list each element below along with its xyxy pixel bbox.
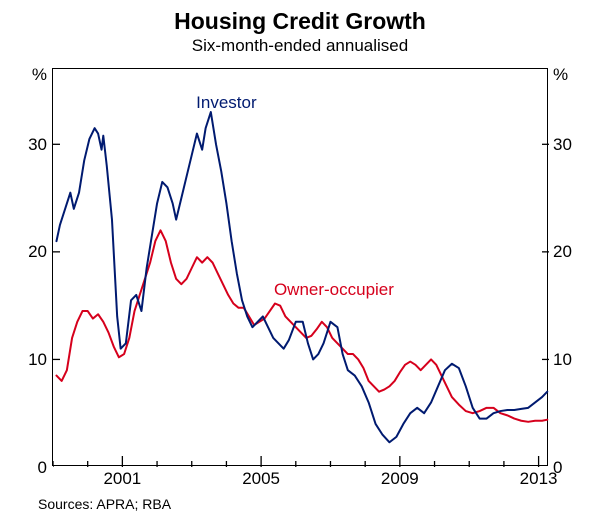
series-owner-occupier (56, 230, 547, 421)
y-tick-label: 0 (38, 458, 53, 478)
chart-title: Housing Credit Growth (0, 8, 600, 35)
chart-subtitle: Six-month-ended annualised (0, 36, 600, 56)
series-label-investor: Investor (196, 93, 256, 113)
chart-container: Housing Credit Growth Six-month-ended an… (0, 0, 600, 517)
sources-text: Sources: APRA; RBA (38, 496, 171, 512)
x-tick-label: 2009 (381, 465, 419, 489)
plot-area: % % 001010202030302001200520092013Invest… (52, 68, 548, 466)
series-label-owner-occupier: Owner-occupier (274, 280, 394, 300)
y-tick-label: 20 (547, 242, 572, 262)
y-tick-label: 10 (28, 350, 53, 370)
y-tick-label: 30 (28, 135, 53, 155)
x-tick-label: 2001 (103, 465, 141, 489)
y-tick-label: 30 (547, 135, 572, 155)
series-investor (56, 112, 547, 442)
y-unit-left: % (32, 65, 53, 85)
y-tick-label: 20 (28, 242, 53, 262)
x-tick-label: 2005 (242, 465, 280, 489)
x-tick-label: 2013 (520, 465, 558, 489)
plot-svg (53, 69, 549, 467)
y-tick-label: 10 (547, 350, 572, 370)
y-unit-right: % (547, 65, 568, 85)
